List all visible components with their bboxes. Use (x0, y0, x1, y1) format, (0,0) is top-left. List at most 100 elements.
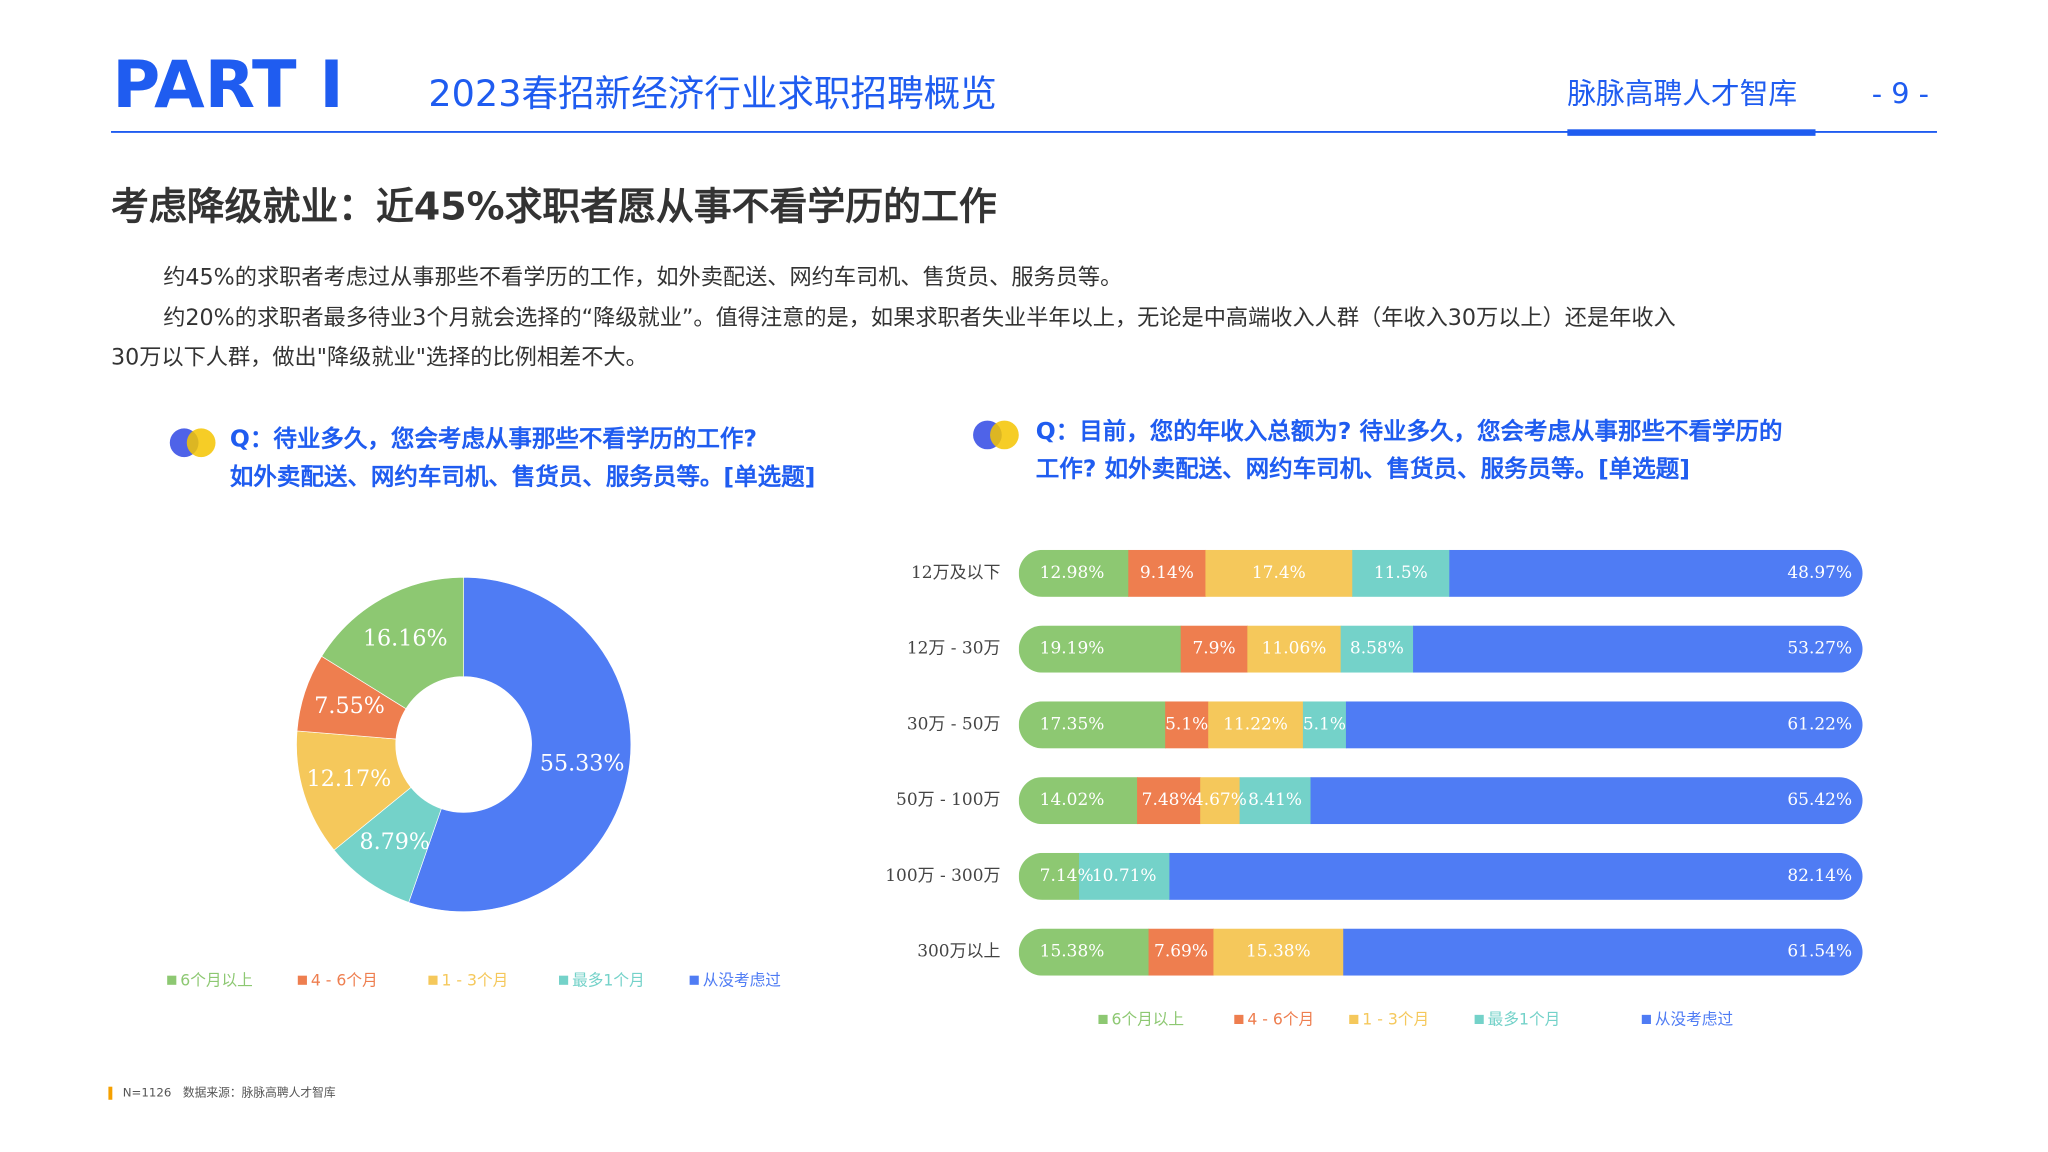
bar-row (1018, 549, 1863, 597)
data-label: 5.1% (1165, 714, 1208, 734)
paragraph: 约45%的求职者考虑过从事那些不看学历的工作，如外卖配送、网约车司机、售货员、服… (163, 265, 1122, 291)
legend-label: 最多1个月 (1488, 1010, 1561, 1029)
bar-segment (1079, 852, 1171, 900)
data-label: 7.48% (1142, 790, 1196, 810)
data-label: 15.38% (1246, 942, 1311, 962)
bar-segment (1018, 928, 1150, 976)
data-label: 5.1% (1303, 714, 1346, 734)
data-label: 7.14% (1040, 866, 1094, 886)
data-label: 8.58% (1350, 639, 1404, 659)
data-label: 11.06% (1262, 639, 1327, 659)
data-label: 11.22% (1223, 714, 1288, 734)
legend-label: 1 - 3个月 (1362, 1010, 1429, 1029)
bar-segment (1018, 777, 1138, 825)
paragraph: 30万以下人群，做出"降级就业"选择的比例相差不大。 (111, 344, 648, 370)
footer-n: N=1126 (123, 1086, 172, 1100)
legend-swatch (167, 975, 177, 985)
legend-swatch (1641, 1014, 1651, 1024)
category-label: 100万 - 300万 (885, 866, 1000, 886)
legend-label: 1 - 3个月 (441, 970, 508, 989)
bar-row (1018, 777, 1863, 825)
legend-swatch (297, 975, 307, 985)
bar-segment (1345, 701, 1863, 749)
page-number: - 9 - (1872, 76, 1929, 110)
legend-swatch (1098, 1014, 1108, 1024)
bar-segment (1247, 625, 1342, 673)
data-label: 12.98% (1040, 563, 1105, 583)
header-title: 2023春招新经济行业求职招聘概览 (428, 72, 996, 115)
footer-mark (108, 1086, 113, 1100)
icon (186, 428, 216, 458)
pie-slice (321, 576, 464, 710)
data-label: 19.19% (1040, 639, 1105, 659)
bar-segment (1449, 549, 1863, 597)
legend-label: 从没考虑过 (703, 970, 782, 989)
legend-swatch (1234, 1014, 1244, 1024)
bar-row (1018, 928, 1863, 976)
category-label: 12万及以下 (911, 563, 1000, 583)
bar-segment (1137, 777, 1201, 825)
data-label: 82.14% (1787, 866, 1852, 886)
legend-label: 从没考虑过 (1655, 1010, 1734, 1029)
category-label: 12万 - 30万 (907, 639, 1001, 659)
data-label: 12.17% (307, 766, 392, 792)
question: Q：目前，您的年收入总额为? 待业多久，您会考虑从事那些不看学历的 (1036, 417, 1783, 445)
legend-label: 4 - 6个月 (1247, 1010, 1314, 1029)
legend-label: 6个月以上 (180, 970, 253, 989)
category-label: 300万以上 (917, 942, 1000, 962)
bar-segment (1213, 928, 1344, 976)
data-label: 65.42% (1787, 790, 1852, 810)
bar-segment (1208, 701, 1304, 749)
data-label: 7.55% (314, 693, 384, 719)
paragraph: 约20%的求职者最多待业3个月就会选择的“降级就业”。值得注意的是，如果求职者失… (163, 305, 1675, 331)
bar-segment (1302, 701, 1347, 749)
bar-segment (1018, 852, 1080, 900)
question: 工作? 如外卖配送、网约车司机、售货员、服务员等。[单选题] (1036, 455, 1690, 483)
bar-row (1018, 852, 1863, 900)
brand: 脉脉高聘人才智库 (1567, 76, 1797, 110)
data-label: 17.35% (1040, 714, 1105, 734)
data-label: 15.38% (1040, 942, 1105, 962)
bar-segment (1200, 777, 1241, 825)
heading: 考虑降级就业：近45%求职者愿从事不看学历的工作 (111, 184, 997, 228)
data-label: 55.33% (540, 751, 625, 777)
bar-segment (1343, 928, 1863, 976)
pie-slice (408, 576, 632, 912)
question: 如外卖配送、网约车司机、售货员、服务员等。[单选题] (230, 463, 815, 491)
legend-label: 6个月以上 (1112, 1010, 1185, 1029)
bar-segment (1018, 549, 1129, 597)
category-label: 50万 - 100万 (896, 790, 1000, 810)
bar-segment (1018, 625, 1182, 673)
bar-segment (1340, 625, 1414, 673)
legend-label: 4 - 6个月 (311, 970, 378, 989)
data-label: 11.5% (1374, 563, 1428, 583)
bar-segment (1352, 549, 1450, 597)
bar-segment (1205, 549, 1353, 597)
data-label: 10.71% (1092, 866, 1157, 886)
legend-swatch (1349, 1014, 1359, 1024)
legend-swatch (428, 975, 438, 985)
data-label: 9.14% (1140, 563, 1194, 583)
bar-segment (1148, 928, 1215, 976)
bar-row (1018, 625, 1863, 673)
data-label: 7.69% (1154, 942, 1208, 962)
legend-swatch (689, 975, 699, 985)
data-label: 16.16% (363, 625, 448, 651)
legend-swatch (559, 975, 569, 985)
category-label: 30万 - 50万 (907, 714, 1001, 734)
data-label: 8.41% (1248, 790, 1302, 810)
data-label: 53.27% (1787, 639, 1852, 659)
data-label: 14.02% (1040, 790, 1105, 810)
data-label: 17.4% (1252, 563, 1306, 583)
bar-segment (1413, 625, 1863, 673)
bar-segment (1169, 852, 1863, 900)
bar-segment (1239, 777, 1312, 825)
legend-swatch (1474, 1014, 1484, 1024)
data-label: 8.79% (359, 829, 429, 855)
data-label: 4.67% (1193, 790, 1247, 810)
bar-segment (1128, 549, 1207, 597)
data-label: 61.22% (1787, 714, 1852, 734)
part-label: PART I (112, 47, 343, 123)
data-label: 7.9% (1192, 639, 1235, 659)
